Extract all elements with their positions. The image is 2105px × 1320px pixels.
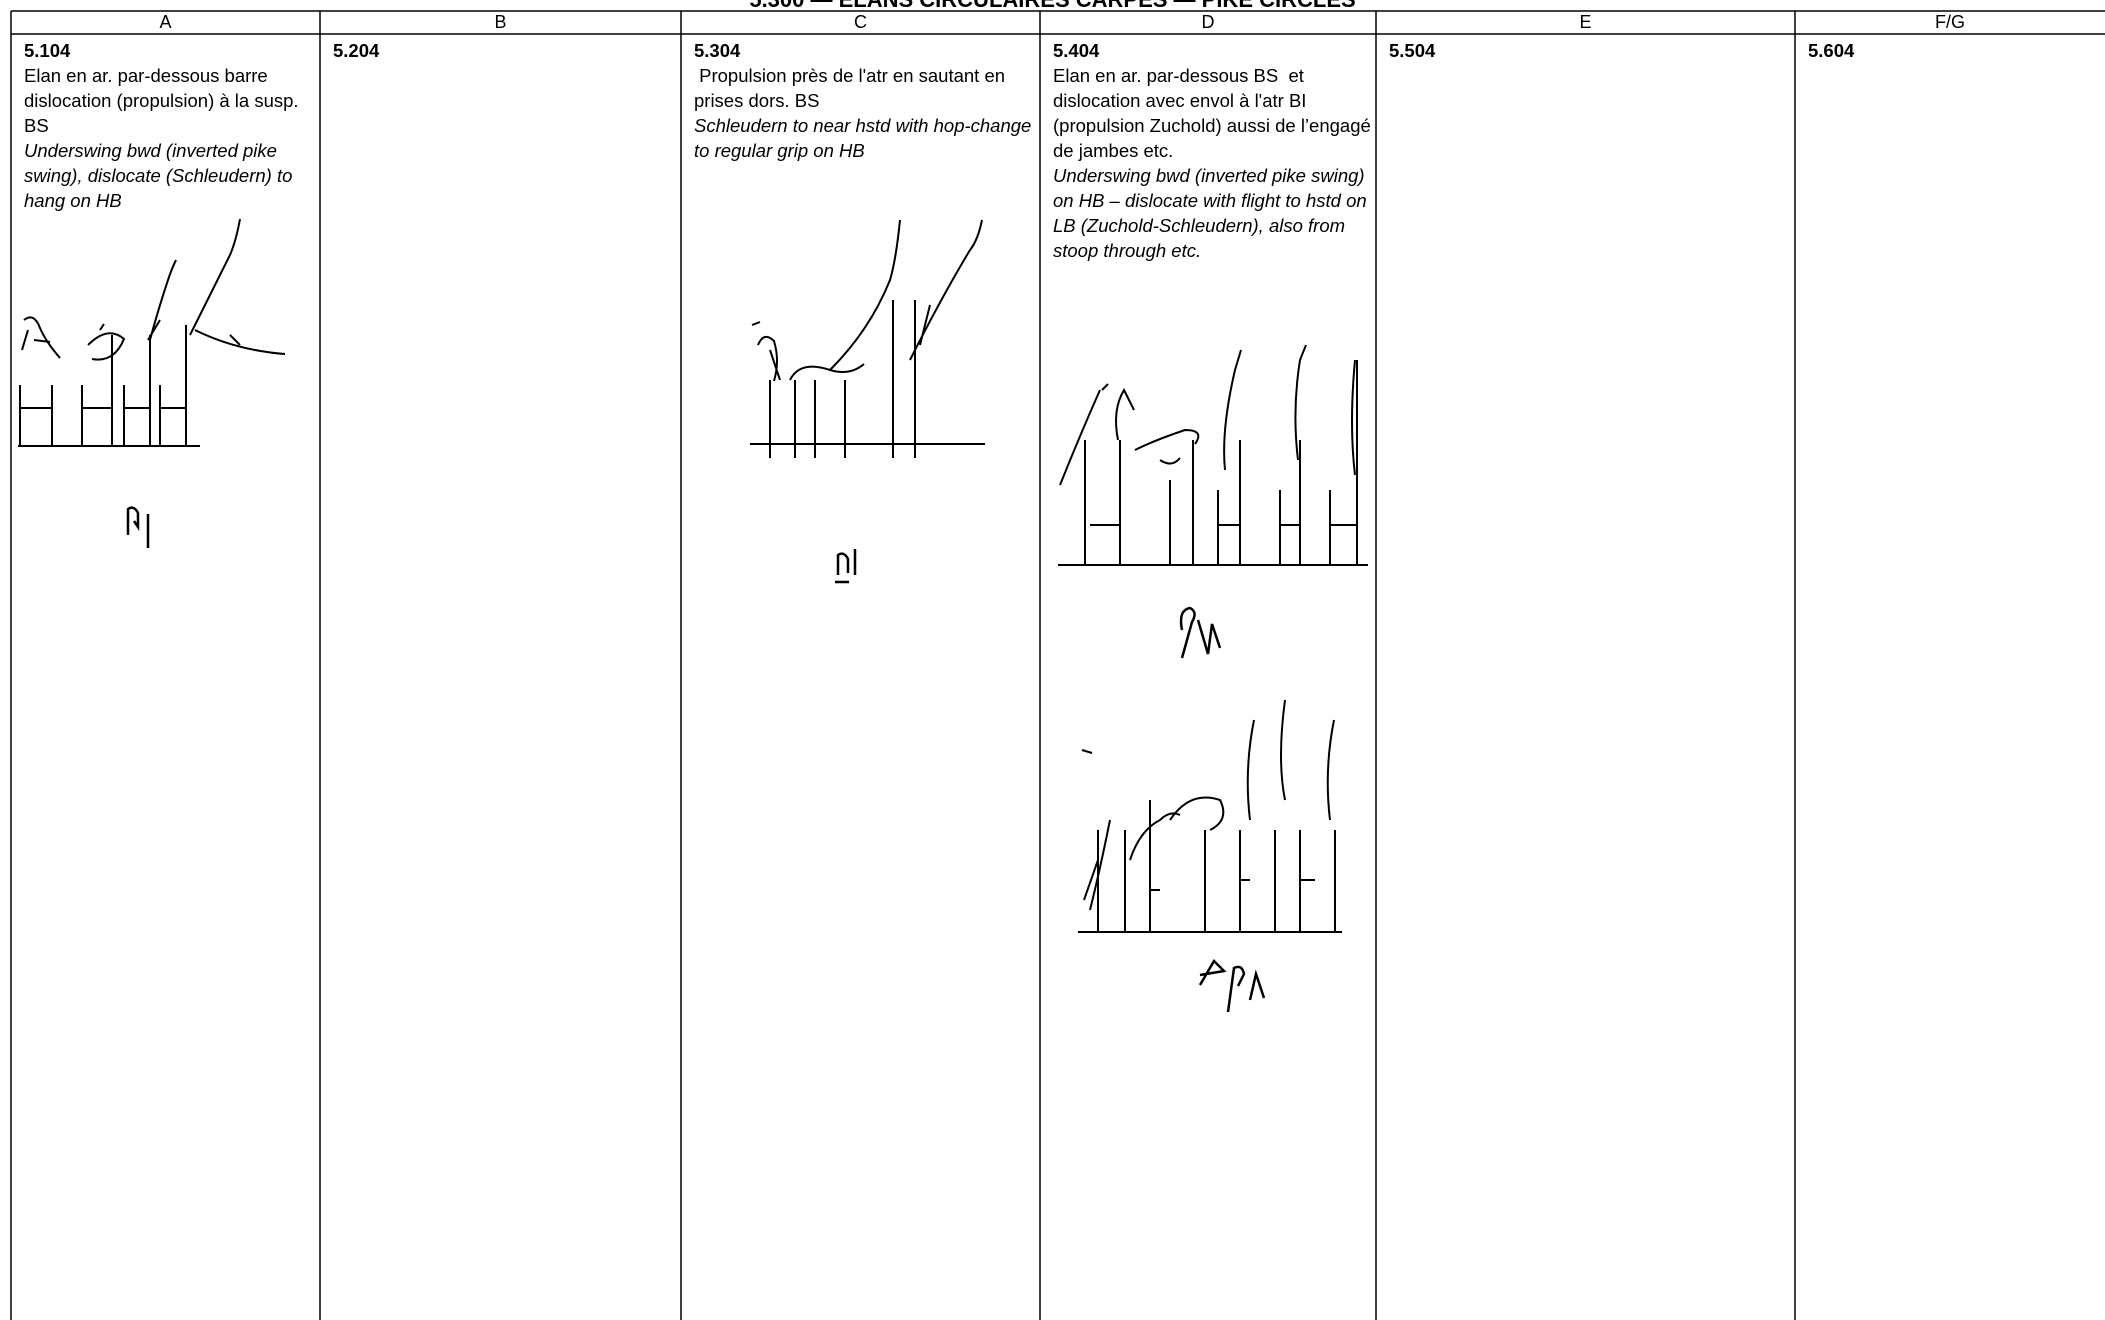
table-cell: 5.104 Elan en ar. par-dessous barre dislo… xyxy=(24,38,320,213)
cell-english: Underswing bwd (inverted pike swing) on … xyxy=(1053,165,1367,261)
cell-code: 5.104 xyxy=(24,40,71,61)
cell-code: 5.404 xyxy=(1053,40,1100,61)
figure-d-1 xyxy=(1058,344,1368,659)
figure-a xyxy=(18,218,286,548)
column-header: D xyxy=(1201,12,1215,32)
cell-french: Elan en ar. par-dessous barre dislocatio… xyxy=(24,65,304,136)
page-title: 5.300 — ELANS CIRCULAIRES CARPÉS — PIKE … xyxy=(0,0,2105,13)
column-header: F/G xyxy=(1935,12,1965,32)
cell-english: Schleudern to near hstd with hop-change … xyxy=(694,115,1032,161)
cell-english: Underswing bwd (inverted pike swing), di… xyxy=(24,140,293,211)
table-cell: 5.204 xyxy=(333,38,623,63)
cell-code: 5.304 xyxy=(694,40,741,61)
cell-code: 5.204 xyxy=(333,40,380,61)
table-cell: 5.404 Elan en ar. par-dessous BS et dislo… xyxy=(1053,38,1371,263)
cell-code: 5.604 xyxy=(1808,40,1855,61)
column-header: E xyxy=(1579,12,1592,32)
column-header: A xyxy=(159,12,172,32)
column-header: B xyxy=(494,12,507,32)
figure-c xyxy=(750,219,985,584)
table-cell: 5.504 xyxy=(1389,38,1789,63)
column-header: C xyxy=(854,12,867,32)
table-cell: 5.304 Propulsion près de l'atr en sautan… xyxy=(694,38,1039,163)
figure-d-2 xyxy=(1078,699,1342,1013)
table-cell: 5.604 xyxy=(1808,38,2105,63)
cell-french: Propulsion près de l'atr en sautant en p… xyxy=(694,65,1011,111)
cell-french: Elan en ar. par-dessous BS et dislocatio… xyxy=(1053,65,1376,161)
cell-code: 5.504 xyxy=(1389,40,1436,61)
